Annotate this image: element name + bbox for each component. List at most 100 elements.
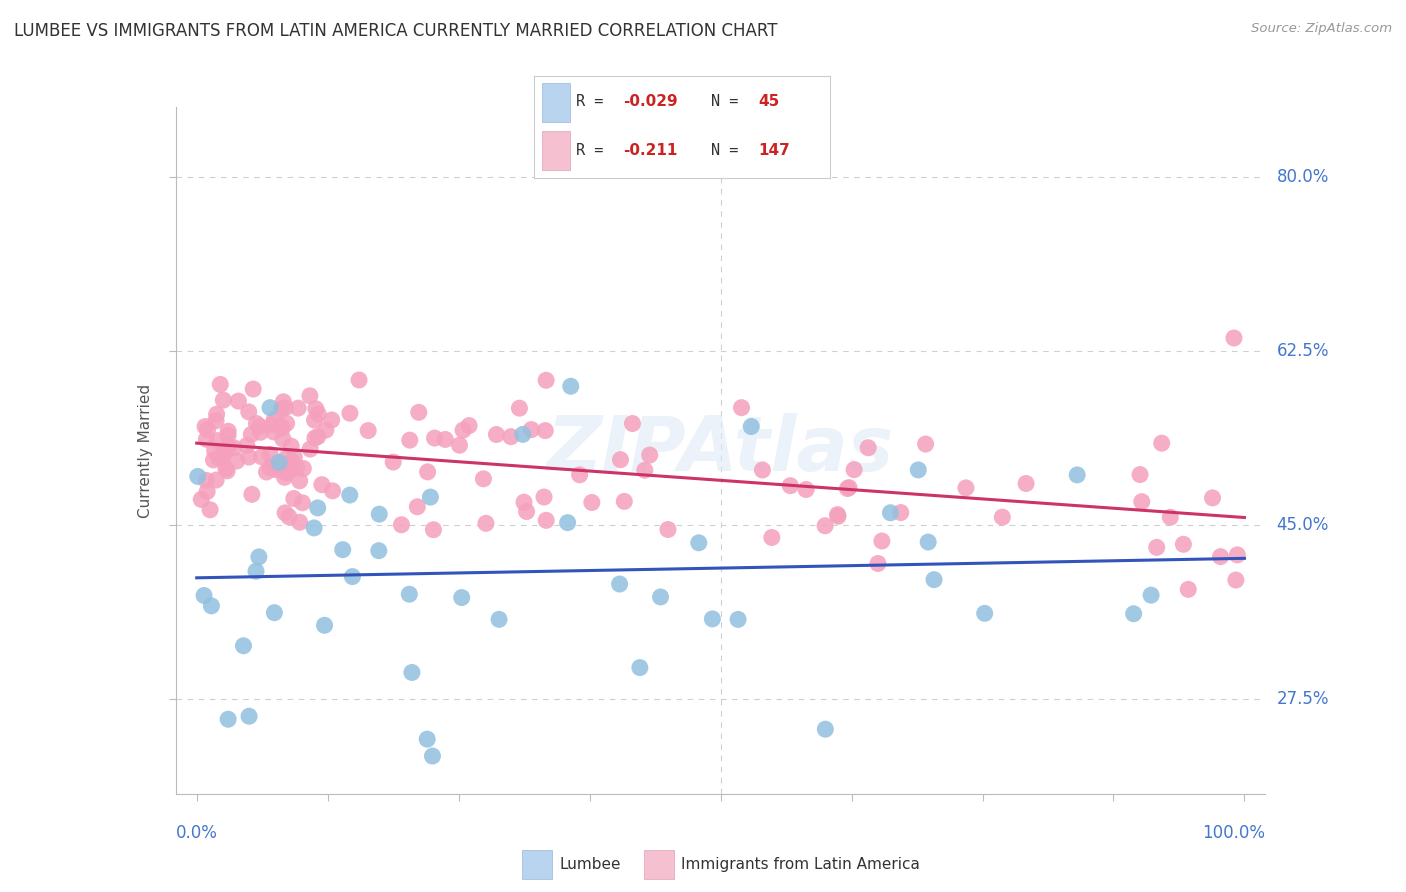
Point [1150, 436, 1173, 450]
Point [827, 508, 849, 522]
Point [727, 612, 749, 626]
Point [1177, 582, 1199, 597]
Point [1223, 331, 1246, 345]
Point [520, 423, 543, 437]
Point [814, 722, 837, 736]
Point [276, 417, 298, 431]
Point [190, 492, 212, 507]
Point [1130, 494, 1153, 508]
Point [215, 461, 238, 475]
Point [250, 450, 273, 464]
Point [263, 412, 285, 426]
Text: N =: N = [711, 95, 738, 110]
Point [287, 401, 309, 416]
Point [225, 454, 247, 468]
Point [339, 488, 361, 502]
Point [278, 509, 301, 524]
Point [858, 441, 880, 455]
Point [416, 465, 439, 479]
Point [212, 393, 235, 408]
Text: Immigrants from Latin America: Immigrants from Latin America [681, 857, 920, 871]
Point [205, 414, 228, 428]
Point [581, 495, 603, 509]
Text: 45: 45 [759, 95, 780, 110]
Point [1159, 510, 1181, 524]
Point [472, 472, 495, 486]
Point [232, 639, 254, 653]
Point [907, 463, 929, 477]
Point [1226, 548, 1249, 562]
Text: -0.211: -0.211 [623, 143, 678, 158]
Point [197, 423, 219, 437]
Point [973, 607, 995, 621]
Point [195, 432, 218, 446]
Point [357, 424, 380, 438]
Point [870, 534, 893, 549]
Point [315, 423, 337, 437]
Point [217, 712, 239, 726]
Point [259, 447, 281, 461]
Point [1140, 588, 1163, 602]
Point [779, 478, 801, 492]
Point [423, 431, 446, 445]
Point [263, 425, 285, 439]
Point [247, 549, 270, 564]
Point [451, 423, 474, 437]
Point [271, 421, 294, 435]
Point [228, 394, 250, 409]
Text: N =: N = [711, 143, 738, 158]
Point [259, 460, 281, 475]
Point [382, 455, 405, 469]
Point [740, 419, 762, 434]
Point [398, 433, 420, 447]
Point [416, 732, 439, 747]
Bar [644, 850, 673, 879]
Y-axis label: Currently Married: Currently Married [138, 384, 153, 517]
Point [621, 417, 644, 431]
Point [419, 490, 441, 504]
Point [422, 749, 444, 764]
Point [1201, 491, 1223, 505]
Point [283, 491, 305, 506]
Point [917, 535, 939, 549]
Point [955, 481, 977, 495]
Point [557, 516, 579, 530]
Point [280, 439, 302, 453]
Point [314, 618, 336, 632]
Point [302, 521, 325, 535]
Point [274, 401, 297, 415]
Point [288, 474, 311, 488]
Point [322, 483, 344, 498]
Point [890, 506, 912, 520]
Point [273, 470, 295, 484]
Point [702, 612, 724, 626]
Point [304, 413, 326, 427]
Point [339, 406, 361, 420]
Point [214, 445, 236, 459]
Point [347, 373, 370, 387]
Point [207, 450, 229, 465]
Bar [522, 850, 551, 879]
Point [342, 569, 364, 583]
Point [434, 433, 457, 447]
Point [202, 453, 225, 467]
Point [307, 500, 329, 515]
Point [263, 458, 285, 472]
Text: ZIPAtlas: ZIPAtlas [547, 414, 894, 487]
Point [307, 407, 329, 421]
Point [516, 504, 538, 518]
Point [224, 441, 246, 455]
Point [609, 452, 631, 467]
Point [613, 494, 636, 508]
Point [508, 401, 530, 416]
Point [269, 455, 291, 469]
Text: R =: R = [575, 95, 603, 110]
Point [262, 417, 284, 432]
Point [263, 606, 285, 620]
Point [217, 464, 239, 478]
Point [281, 455, 304, 469]
Point [205, 473, 228, 487]
Point [240, 427, 263, 442]
Point [534, 373, 557, 387]
Point [193, 589, 215, 603]
